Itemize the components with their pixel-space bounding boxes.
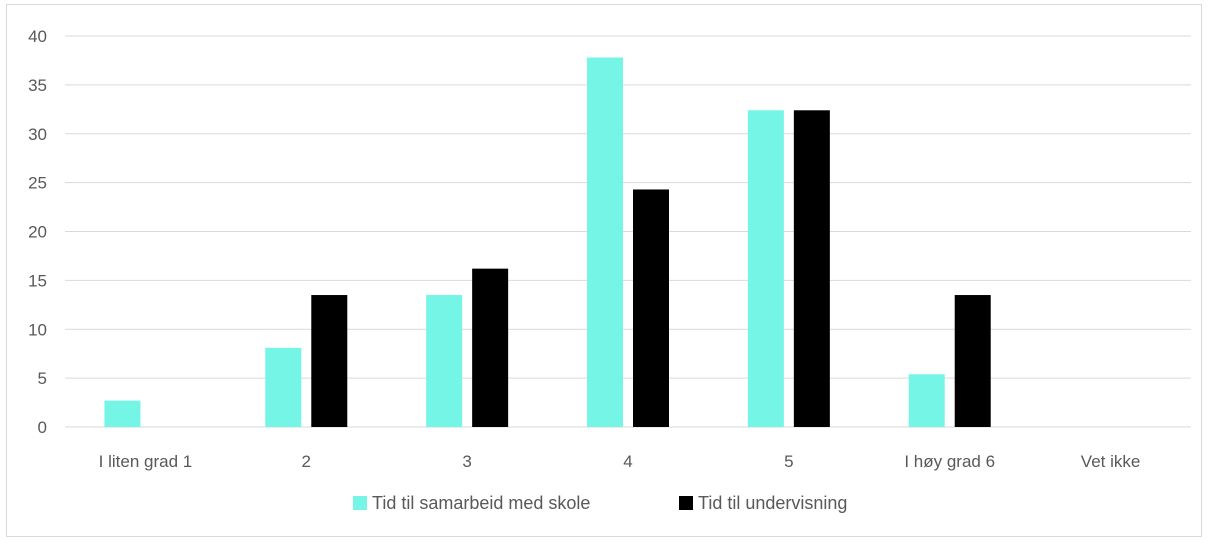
bar-undervisning — [472, 268, 509, 427]
gridlines — [65, 35, 1191, 428]
legend-swatch — [353, 496, 367, 510]
legend-label: Tid til undervisning — [698, 493, 847, 513]
y-tick-label: 40 — [28, 27, 47, 46]
legend-swatch — [679, 496, 693, 510]
bar-samarbeid — [104, 400, 141, 427]
y-axis-ticks: 0 5 10 15 20 25 30 35 40 — [28, 27, 47, 437]
bar-samarbeid — [908, 374, 945, 427]
x-tick-label: I liten grad 1 — [99, 452, 193, 471]
y-tick-label: 25 — [28, 174, 47, 193]
bars — [104, 57, 991, 427]
bar-undervisning — [311, 295, 348, 427]
bar-undervisning — [793, 110, 830, 427]
x-tick-label: I høy grad 6 — [904, 452, 995, 471]
y-tick-label: 0 — [38, 418, 47, 437]
bar-samarbeid — [747, 110, 784, 427]
y-tick-label: 30 — [28, 125, 47, 144]
x-tick-label: 5 — [784, 452, 793, 471]
chart-frame: 0 5 10 15 20 25 30 35 40 I liten grad 1 2 3 4 5 I høy… — [6, 4, 1202, 537]
y-tick-label: 20 — [28, 223, 47, 242]
bar-undervisning — [633, 189, 669, 427]
legend-label: Tid til samarbeid med skole — [372, 493, 590, 513]
x-axis-ticks: I liten grad 1 2 3 4 5 I høy grad 6 Vet ikke — [99, 452, 1141, 471]
bar-samarbeid — [426, 295, 463, 427]
bar-undervisning — [954, 295, 991, 427]
legend: Tid til samarbeid med skole Tid til under… — [353, 493, 847, 513]
bar-samarbeid — [587, 57, 623, 427]
bar-samarbeid — [265, 347, 302, 427]
x-tick-label: Vet ikke — [1081, 452, 1141, 471]
y-tick-label: 15 — [28, 271, 47, 290]
y-tick-label: 5 — [38, 369, 47, 388]
x-tick-label: 3 — [462, 452, 471, 471]
bar-chart: 0 5 10 15 20 25 30 35 40 I liten grad 1 2 3 4 5 I høy… — [28, 27, 1191, 513]
y-tick-label: 10 — [28, 320, 47, 339]
y-tick-label: 35 — [28, 76, 47, 95]
x-tick-label: 2 — [302, 452, 311, 471]
x-tick-label: 4 — [623, 452, 632, 471]
